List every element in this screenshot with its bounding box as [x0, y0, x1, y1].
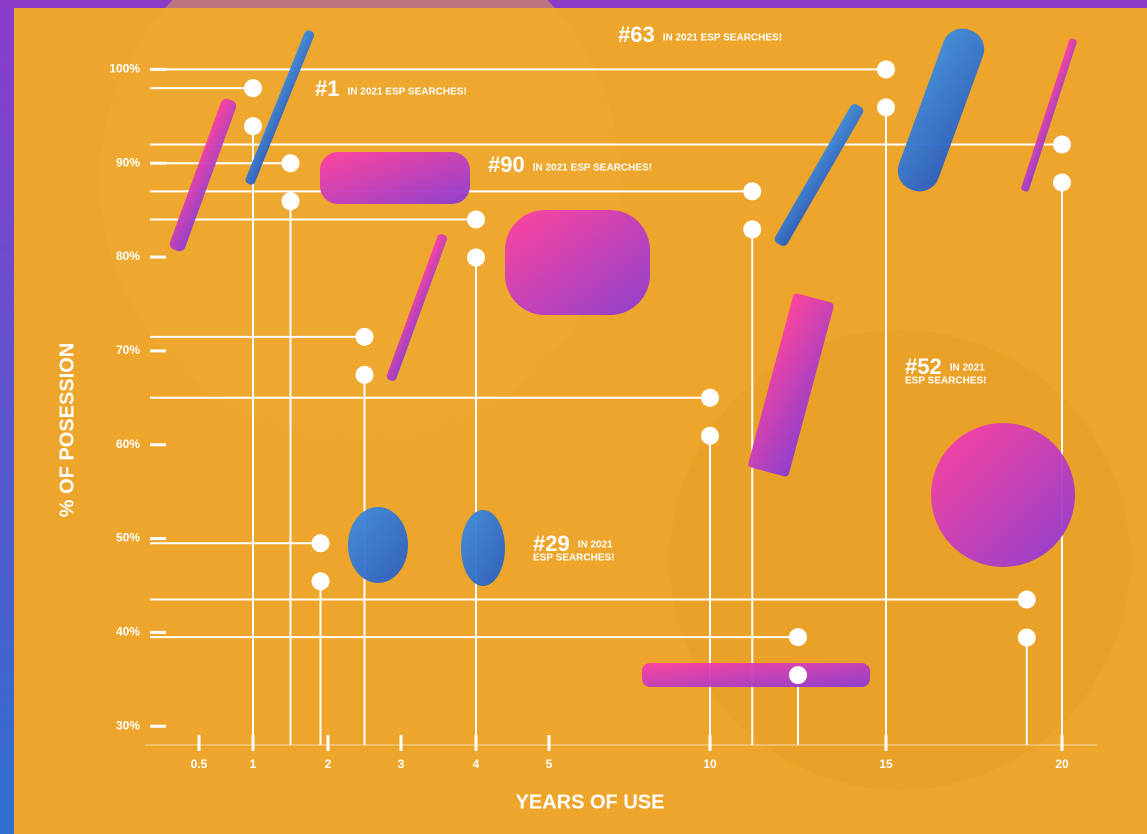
- scissors: [774, 104, 864, 246]
- y-tick-label: 90%: [116, 155, 140, 169]
- x-tick-label: 20: [1055, 757, 1069, 771]
- years-dot: [877, 98, 895, 117]
- annotation-text: IN 2021 ESP SEARCHES!: [663, 33, 782, 44]
- tape-measure: [505, 210, 650, 315]
- annotation-rank: #1: [315, 76, 339, 101]
- flashlight: [320, 152, 470, 204]
- x-tick-label: 4: [473, 757, 480, 771]
- screwdriver: [1021, 38, 1077, 192]
- annotation-text: ESP SEARCHES!: [533, 553, 615, 564]
- stress-ball: [348, 507, 408, 583]
- possession-dot: [1017, 590, 1036, 609]
- annotation-rank: #29: [533, 531, 570, 556]
- annotation-rank: #52: [905, 354, 942, 379]
- possession-dot: [789, 628, 807, 647]
- annotation-text: IN 2021 ESP SEARCHES!: [533, 163, 652, 174]
- possession-dot: [877, 60, 895, 79]
- annotation-text: IN 2021: [950, 363, 985, 374]
- y-tick-label: 70%: [116, 343, 140, 357]
- possession-dot: [467, 210, 485, 229]
- possession-dot: [311, 534, 330, 553]
- pen-knife: [245, 30, 315, 185]
- y-tick-label: 80%: [116, 249, 140, 263]
- x-tick-label: 10: [703, 757, 717, 771]
- x-tick-label: 15: [879, 757, 893, 771]
- x-tick-label: 3: [398, 757, 405, 771]
- x-axis-title: YEARS OF USE: [516, 791, 665, 813]
- years-dot: [355, 365, 374, 384]
- y-axis-title: % OF POSESSION: [56, 343, 78, 517]
- annotation-rank: #63: [618, 22, 655, 47]
- annotation-text: IN 2021: [578, 540, 613, 551]
- pen: [386, 234, 447, 381]
- years-dot: [467, 248, 485, 267]
- possession-dot: [244, 79, 262, 98]
- years-dot: [701, 426, 719, 445]
- stress-ball: [461, 510, 505, 586]
- x-tick-label: 1: [250, 757, 257, 771]
- y-tick-label: 30%: [116, 718, 140, 732]
- coaster: [931, 423, 1075, 567]
- possession-dot: [701, 388, 719, 407]
- years-dot: [281, 192, 300, 211]
- years-dot: [1017, 628, 1036, 647]
- years-dot: [311, 572, 330, 591]
- y-tick-label: 50%: [116, 531, 140, 545]
- annotation-rank: #90: [488, 152, 525, 177]
- product-illustrations: [169, 28, 1077, 687]
- bottle-opener: [897, 28, 985, 192]
- years-dot: [743, 220, 762, 239]
- x-tick-label: 5: [546, 757, 553, 771]
- years-dot: [1053, 173, 1071, 192]
- level: [748, 293, 834, 477]
- annotation-text: IN 2021 ESP SEARCHES!: [347, 87, 466, 98]
- y-tick-label: 100%: [109, 62, 140, 76]
- x-tick-label: 2: [325, 757, 332, 771]
- years-dot: [789, 666, 807, 685]
- possession-dot: [355, 327, 374, 346]
- y-tick-label: 60%: [116, 437, 140, 451]
- x-tick-label: 0.5: [191, 757, 208, 771]
- utility-knife: [169, 98, 237, 252]
- marks: [244, 60, 1071, 685]
- possession-dot: [743, 182, 762, 201]
- lanyard: [642, 663, 870, 687]
- annotation-text: ESP SEARCHES!: [905, 376, 987, 387]
- possession-dot: [1053, 135, 1071, 154]
- possession-dot: [281, 154, 300, 173]
- y-tick-label: 40%: [116, 625, 140, 639]
- years-dot: [244, 117, 262, 136]
